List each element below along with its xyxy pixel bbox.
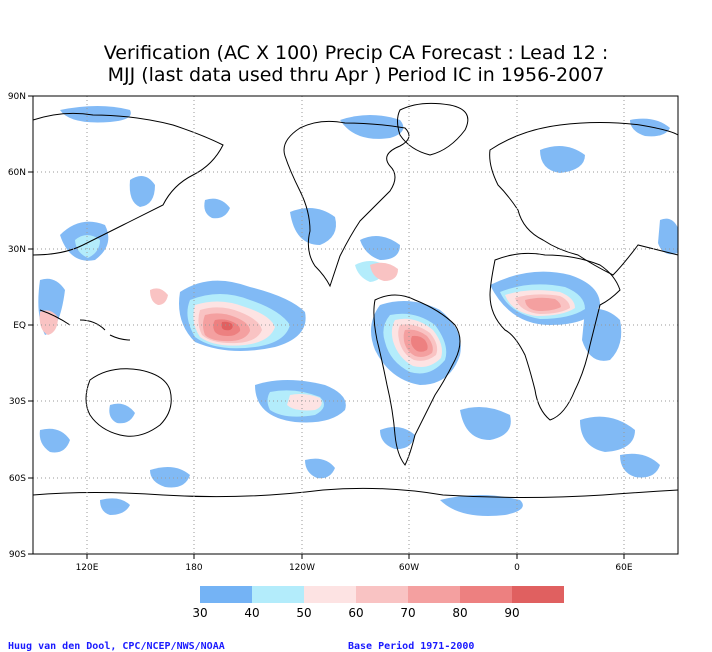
credit-text: Huug van den Dool, CPC/NCEP/NWS/NOAA [8,641,225,652]
lat-label: 60N [8,168,26,178]
base-period-text: Base Period 1971-2000 [348,641,475,652]
lon-axis: 120E 180 120W 60W 0 60E [76,563,633,573]
lat-label: 60S [9,474,26,484]
legend-label: 50 [296,606,311,620]
lat-label: 30N [8,245,26,255]
lon-label: 120E [76,563,99,573]
legend-swatch [460,586,512,603]
legend-label: 40 [244,606,259,620]
gridlines [33,96,678,554]
coastlines [32,102,679,498]
lon-label: 0 [514,563,520,573]
lon-label: 60E [615,563,632,573]
lat-label: EQ [13,321,26,331]
legend-label: 70 [400,606,415,620]
legend-swatch [200,586,252,603]
title-line-1: Verification (AC X 100) Precip CA Foreca… [103,42,609,64]
map-background [33,96,678,554]
legend-swatch [252,586,304,603]
legend-label: 80 [452,606,467,620]
legend-swatch [512,586,564,603]
lon-label: 180 [185,563,202,573]
tick-marks [28,95,625,559]
legend-label: 30 [192,606,207,620]
lat-label: 90N [8,92,26,102]
legend-swatch [304,586,356,603]
lat-axis: 90N 60N 30N EQ 30S 60S 90S [8,92,26,560]
legend-swatch [356,586,408,603]
lon-label: 60W [399,563,419,573]
legend-swatch [408,586,460,603]
legend-label: 60 [348,606,363,620]
lat-label: 30S [9,397,26,407]
lon-label: 120W [289,563,315,573]
lat-label: 90S [9,550,26,560]
legend-label: 90 [504,606,519,620]
color-legend: 30 40 50 60 70 80 90 [192,586,564,620]
title-line-2: MJJ (last data used thru Apr ) Period IC… [107,64,605,86]
